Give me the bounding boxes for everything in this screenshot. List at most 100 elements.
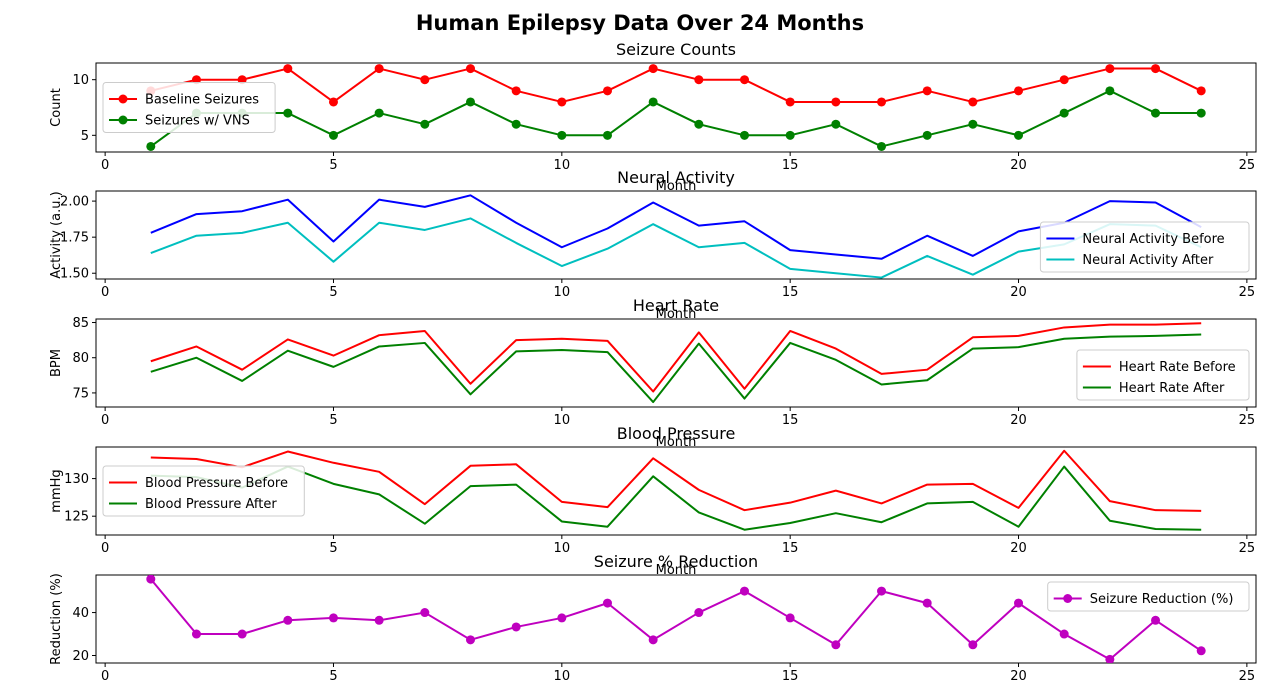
legend-entry: Baseline Seizures xyxy=(109,93,259,108)
subplot-title: Neural Activity xyxy=(617,168,735,187)
y-tick-label: 1.75 xyxy=(60,231,89,246)
data-point xyxy=(557,613,567,623)
x-tick-label: 10 xyxy=(554,541,571,556)
legend-label: Seizures w/ VNS xyxy=(145,114,250,129)
data-point xyxy=(465,635,475,645)
data-point xyxy=(740,130,750,140)
series-2 xyxy=(150,465,1202,531)
legend-label: Heart Rate Before xyxy=(1119,360,1236,375)
series-line xyxy=(150,465,1202,531)
y-tick-label: 125 xyxy=(64,510,89,525)
data-point xyxy=(374,108,384,118)
x-tick-label: 0 xyxy=(101,158,109,173)
data-point xyxy=(785,97,795,107)
x-axis-label: Month xyxy=(656,179,697,194)
x-tick-label: 10 xyxy=(554,285,571,300)
data-point xyxy=(877,141,887,151)
data-point xyxy=(283,108,293,118)
x-axis-label: Month xyxy=(656,435,697,450)
data-point xyxy=(1014,130,1024,140)
legend: Neural Activity Before Neural Activity Af… xyxy=(1039,221,1250,273)
x-tick-label: 20 xyxy=(1010,669,1027,684)
data-point xyxy=(374,64,384,74)
x-tick-label: 5 xyxy=(329,541,337,556)
x-tick-label: 20 xyxy=(1010,413,1027,428)
data-point xyxy=(420,75,430,85)
legend-label: Seizure Reduction (%) xyxy=(1090,592,1234,607)
data-point xyxy=(1151,108,1161,118)
legend-box xyxy=(1076,349,1250,401)
x-tick-label: 15 xyxy=(782,541,799,556)
data-point xyxy=(511,86,521,96)
series-line xyxy=(150,67,1202,103)
axes-frame xyxy=(95,318,1257,408)
axes-frame xyxy=(95,62,1257,153)
x-tick-label: 5 xyxy=(329,413,337,428)
x-tick-label: 10 xyxy=(554,413,571,428)
x-axis-label: Month xyxy=(656,563,697,578)
x-tick-label: 15 xyxy=(782,669,799,684)
y-tick-label: 40 xyxy=(72,606,89,621)
legend: Seizure Reduction (%) xyxy=(1047,581,1250,612)
data-point xyxy=(1059,108,1069,118)
data-point xyxy=(237,629,247,639)
y-tick-label: 10 xyxy=(72,73,89,88)
legend-label: Blood Pressure After xyxy=(145,497,277,512)
x-tick-label: 0 xyxy=(101,413,109,428)
data-point xyxy=(1105,86,1115,96)
data-point xyxy=(420,119,430,129)
legend-entry: Blood Pressure Before xyxy=(109,476,288,491)
axes-frame xyxy=(95,190,1257,280)
legend-label: Baseline Seizures xyxy=(145,93,259,108)
legend-box xyxy=(1047,581,1250,612)
data-point xyxy=(740,75,750,85)
series-line xyxy=(150,322,1202,393)
legend-box xyxy=(102,82,276,133)
data-point xyxy=(877,586,887,596)
series-line xyxy=(150,89,1202,148)
data-point xyxy=(694,75,704,85)
y-axis-label: Count xyxy=(49,88,64,127)
data-point xyxy=(1014,598,1024,608)
legend-entry: Neural Activity Before xyxy=(1046,232,1225,247)
x-tick-label: 15 xyxy=(782,285,799,300)
legend: Baseline Seizures Seizures w/ VNS xyxy=(102,82,276,133)
x-tick-label: 0 xyxy=(101,669,109,684)
legend-label: Blood Pressure Before xyxy=(145,476,288,491)
data-point xyxy=(328,97,338,107)
x-tick-label: 25 xyxy=(1239,413,1256,428)
data-point xyxy=(922,86,932,96)
data-point xyxy=(146,575,156,584)
data-point xyxy=(146,141,156,151)
data-point xyxy=(968,119,978,129)
legend: Blood Pressure Before Blood Pressure Afte… xyxy=(102,465,305,517)
data-point xyxy=(1196,646,1206,656)
data-point xyxy=(374,615,384,625)
y-tick-label: 5 xyxy=(81,129,89,144)
data-point xyxy=(328,130,338,140)
series-2 xyxy=(150,217,1202,279)
legend-entry: Blood Pressure After xyxy=(109,497,277,512)
data-point xyxy=(831,640,841,650)
legend-box xyxy=(102,465,305,517)
subplot-title: Blood Pressure xyxy=(617,424,736,443)
data-point xyxy=(968,97,978,107)
data-point xyxy=(191,75,201,85)
data-point xyxy=(602,598,612,608)
series-line xyxy=(150,578,1202,661)
data-point xyxy=(1059,75,1069,85)
series-1 xyxy=(150,449,1202,512)
series-line xyxy=(150,217,1202,279)
series-1 xyxy=(146,64,1206,107)
data-point xyxy=(648,97,658,107)
data-point xyxy=(191,629,201,639)
subplot-title: Heart Rate xyxy=(633,296,719,315)
data-point xyxy=(648,64,658,74)
data-point xyxy=(1014,86,1024,96)
data-point xyxy=(511,622,521,632)
x-tick-label: 25 xyxy=(1239,669,1256,684)
